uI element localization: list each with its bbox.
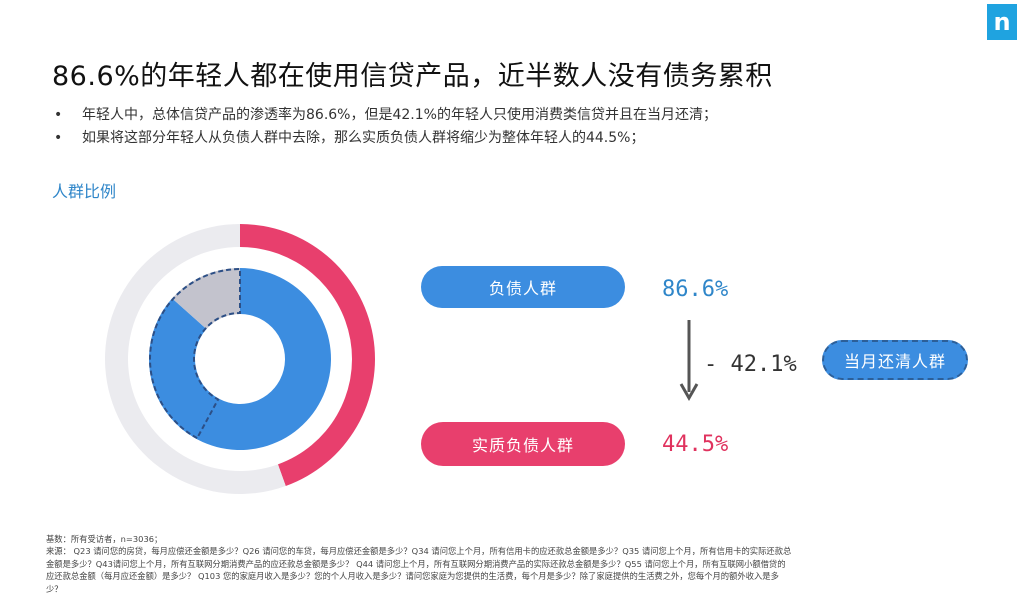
repaid-percentage: - 42.1% [704,352,797,377]
footnote-line: 金额是多少？Q43请问您上个月，所有互联网分期消费产品的应还款总金额是多少？ Q… [46,558,786,569]
bullet-dot: • [54,130,63,146]
donut-segment-outer [240,224,375,487]
bullet-text: 如果将这部分年轻人从负债人群中去除，那么实质负债人群将缩少为整体年轻人的44.5… [82,130,645,146]
actual-debt-percentage: 44.5% [662,432,729,457]
bullet-dot: • [54,107,63,123]
bullet-list: • 年轻人中，总体信贷产品的渗透率为86.6%，但是42.1%的年轻人只使用消费… [54,104,717,150]
actual-debt-group-pill: 实质负债人群 [421,422,625,466]
donut-segment-inner [172,268,240,330]
footnote-line: 应还款总金额（每月应还金额）是多少？ Q103 您的家庭月收入是多少？您的个人月… [46,571,779,582]
section-subheading: 人群比例 [52,182,117,201]
bullet-item: • 如果将这部分年轻人从负债人群中去除，那么实质负债人群将缩少为整体年轻人的44… [54,127,717,150]
footnote-line: 少？ [46,583,63,594]
repaid-group-pill: 当月还清人群 [822,340,968,380]
down-arrow-icon [679,320,699,402]
page-title: 86.6%的年轻人都在使用信贷产品，近半数人没有债务累积 [52,61,773,92]
footnote-line: 基数：所有受访者，n=3036； [46,534,163,544]
debt-group-pill: 负债人群 [421,266,625,308]
debt-percentage: 86.6% [662,277,729,302]
footnote: 基数：所有受访者，n=3036； 来源： Q23 请问您的房贷，每月应偿还金额是… [46,533,996,595]
footnote-line: 来源： Q23 请问您的房贷，每月应偿还金额是多少？Q26 请问您的车贷，每月应… [46,546,792,557]
bullet-item: • 年轻人中，总体信贷产品的渗透率为86.6%，但是42.1%的年轻人只使用消费… [54,104,717,127]
brand-logo: n [987,4,1017,40]
donut-highlight-dashed [149,267,241,440]
bullet-text: 年轻人中，总体信贷产品的渗透率为86.6%，但是42.1%的年轻人只使用消费类信… [82,107,717,123]
donut-segment-inner [149,268,331,450]
donut-chart [105,224,375,494]
donut-segment-outer [105,224,286,494]
